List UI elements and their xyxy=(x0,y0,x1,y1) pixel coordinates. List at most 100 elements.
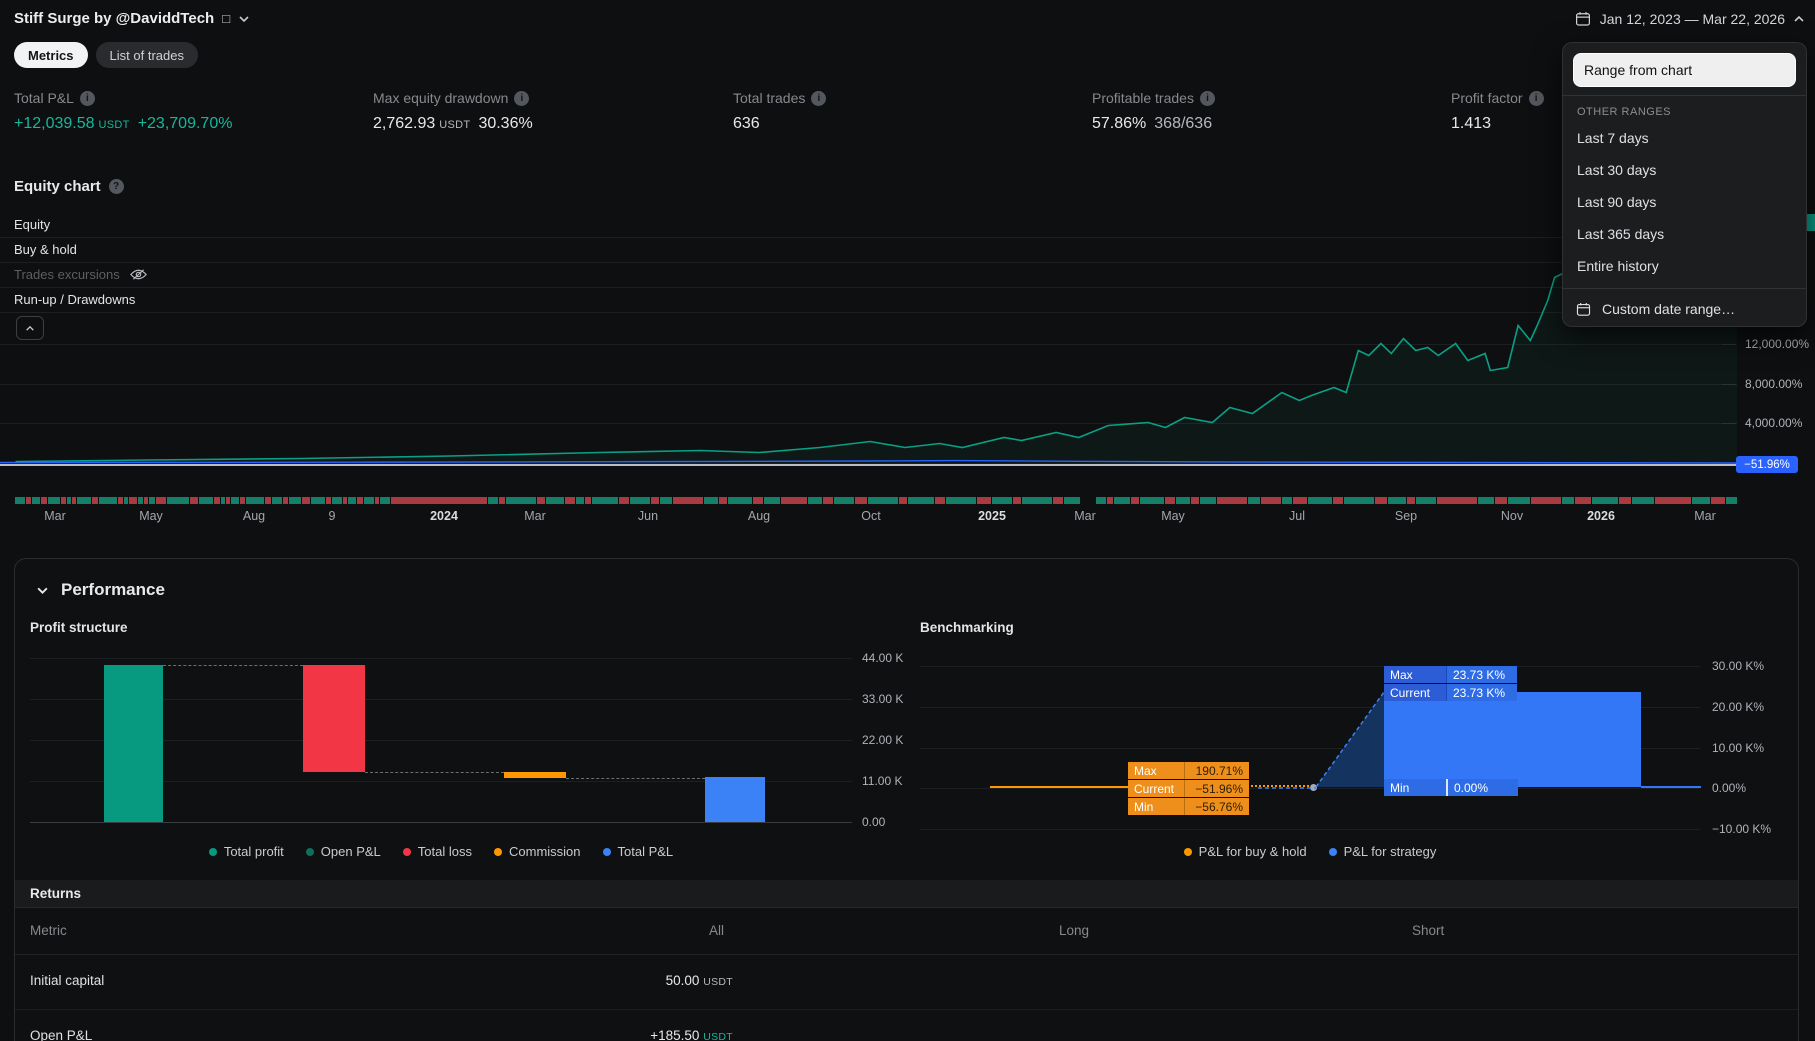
waterfall-bar-total-loss[interactable] xyxy=(303,664,365,772)
trade-segment xyxy=(576,497,584,504)
trade-segment xyxy=(1388,497,1406,504)
stat-label-text: Total P&L xyxy=(14,90,74,106)
chevron-up-icon xyxy=(1794,15,1804,22)
trade-segment xyxy=(808,497,822,504)
strategy-title-row[interactable]: Stiff Surge by @DaviddTech □ xyxy=(14,10,250,27)
menu-group-label: OTHER RANGES xyxy=(1577,106,1672,118)
range-menu-item-custom-date-range[interactable]: Custom date range… xyxy=(1563,289,1806,329)
stat-unit: USDT xyxy=(439,119,471,131)
legend-item-p-l-for-strategy[interactable]: P&L for strategy xyxy=(1328,844,1436,859)
range-menu-item-last-7-days[interactable]: Last 7 days xyxy=(1577,130,1649,146)
menu-divider xyxy=(1563,288,1806,289)
trade-segment xyxy=(77,497,91,504)
x-axis-label: Jul xyxy=(1289,509,1305,523)
eye-off-icon[interactable] xyxy=(129,268,147,281)
stat-value: 57.86% 368/636 xyxy=(1092,115,1215,133)
legend-dot xyxy=(208,847,217,856)
trade-segment xyxy=(630,497,650,504)
trade-segment xyxy=(199,497,213,504)
trade-segment xyxy=(1282,497,1292,504)
trade-segment xyxy=(977,497,991,504)
tab-list-of-trades[interactable]: List of trades xyxy=(95,42,198,68)
equity-legend-row-run-up-drawdowns[interactable]: Run-up / Drawdowns xyxy=(0,287,1737,313)
waterfall-y-tick-label: 0.00 xyxy=(862,815,886,829)
strategy-pnl-area xyxy=(1384,692,1641,787)
trade-segment xyxy=(1495,497,1507,504)
stat-profit-factor: Profit factor i 1.413 xyxy=(1451,90,1544,133)
legend-item-total-loss[interactable]: Total loss xyxy=(402,844,472,859)
trade-segment xyxy=(1437,497,1477,504)
stat-main-value: 636 xyxy=(733,115,760,132)
tooltip-key: Min xyxy=(1128,798,1185,815)
range-menu-item-range-from-chart[interactable]: Range from chart xyxy=(1573,53,1796,87)
legend-item-total-profit[interactable]: Total profit xyxy=(208,844,284,859)
trade-segment xyxy=(1508,497,1530,504)
equity-axis-tick xyxy=(1722,344,1736,345)
range-menu-item-last-90-days[interactable]: Last 90 days xyxy=(1577,194,1657,210)
equity-legend-row-equity[interactable]: Equity xyxy=(0,212,1737,238)
info-icon[interactable]: i xyxy=(811,90,827,106)
trade-segment xyxy=(1592,497,1618,504)
x-axis-label: Mar xyxy=(44,509,66,523)
trade-segment xyxy=(1478,497,1494,504)
menu-divider xyxy=(1563,95,1806,96)
x-axis-label: 2025 xyxy=(978,509,1006,523)
stat-label: Total P&L i xyxy=(14,90,232,106)
x-axis-label: Mar xyxy=(1694,509,1716,523)
info-icon[interactable]: i xyxy=(1528,90,1544,106)
strategy-min-row: Min 0.00% xyxy=(1384,779,1518,796)
stat-label-text: Profit factor xyxy=(1451,90,1523,106)
performance-header[interactable]: Performance xyxy=(36,580,165,600)
legend-item-open-p-l[interactable]: Open P&L xyxy=(305,844,381,859)
help-icon[interactable]: ? xyxy=(108,179,124,194)
benchmark-gridline xyxy=(920,666,1700,667)
trade-segment xyxy=(1344,497,1374,504)
trade-segment xyxy=(226,497,230,504)
trade-segment xyxy=(32,497,40,504)
range-menu-item-last-30-days[interactable]: Last 30 days xyxy=(1577,162,1657,178)
legend-item-total-p-l[interactable]: Total P&L xyxy=(602,844,673,859)
trade-segment xyxy=(823,497,833,504)
trade-segment xyxy=(129,497,137,504)
trade-segment xyxy=(1308,497,1332,504)
tooltip-value: 0.00% xyxy=(1448,779,1518,796)
range-menu-item-last-365-days[interactable]: Last 365 days xyxy=(1577,226,1665,242)
trade-outcome-strip[interactable] xyxy=(15,497,1737,504)
legend-dot xyxy=(402,847,411,856)
table-row-initial-capital[interactable]: Initial capital 50.00 USDT xyxy=(15,954,1798,1010)
collapse-chart-button[interactable] xyxy=(16,316,44,340)
trade-segment xyxy=(1375,497,1387,504)
info-icon[interactable]: i xyxy=(514,90,530,106)
trade-segment xyxy=(868,497,898,504)
x-axis-label: Jun xyxy=(637,509,659,523)
equity-legend-label: Run-up / Drawdowns xyxy=(14,292,146,307)
info-icon[interactable]: i xyxy=(1199,90,1215,106)
range-menu-item-entire-history[interactable]: Entire history xyxy=(1577,258,1659,274)
table-row-open-p-l[interactable]: Open P&L +185.50 USDT xyxy=(15,1009,1798,1041)
legend-dot xyxy=(494,847,502,856)
trade-segment xyxy=(118,497,123,504)
trade-segment xyxy=(619,497,629,504)
stat-value: 2,762.93 USDT 30.36% xyxy=(373,115,533,133)
waterfall-bar-total-p-l[interactable] xyxy=(705,777,765,822)
tooltip-row: Max 190.71% xyxy=(1128,762,1249,779)
info-icon[interactable]: i xyxy=(79,90,95,106)
benchmark-y-tick-label: 10.00 K% xyxy=(1712,740,1765,755)
metric-value-all: +185.50 USDT xyxy=(650,1028,733,1041)
benchmarking-title: Benchmarking xyxy=(920,620,1014,635)
equity-curve-chart[interactable] xyxy=(0,210,1737,506)
buy-hold-line xyxy=(0,459,1737,464)
waterfall-bar-total-profit[interactable] xyxy=(104,664,163,822)
waterfall-gridline xyxy=(30,658,852,659)
date-range-control[interactable]: Jan 12, 2023 — Mar 22, 2026 xyxy=(1574,10,1805,28)
trade-segment xyxy=(834,497,854,504)
trade-segment xyxy=(499,497,505,504)
equity-legend-row-trades-excursions[interactable]: Trades excursions xyxy=(0,262,1737,288)
stat-label-text: Profitable trades xyxy=(1092,90,1194,106)
tab-metrics[interactable]: Metrics xyxy=(14,42,88,68)
equity-axis-tick xyxy=(1722,423,1736,424)
waterfall-bar-commission[interactable] xyxy=(504,771,566,778)
equity-legend-row-buy-hold[interactable]: Buy & hold xyxy=(0,237,1737,263)
legend-item-p-l-for-buy-hold[interactable]: P&L for buy & hold xyxy=(1183,844,1307,859)
legend-item-commission[interactable]: Commission xyxy=(494,844,581,859)
